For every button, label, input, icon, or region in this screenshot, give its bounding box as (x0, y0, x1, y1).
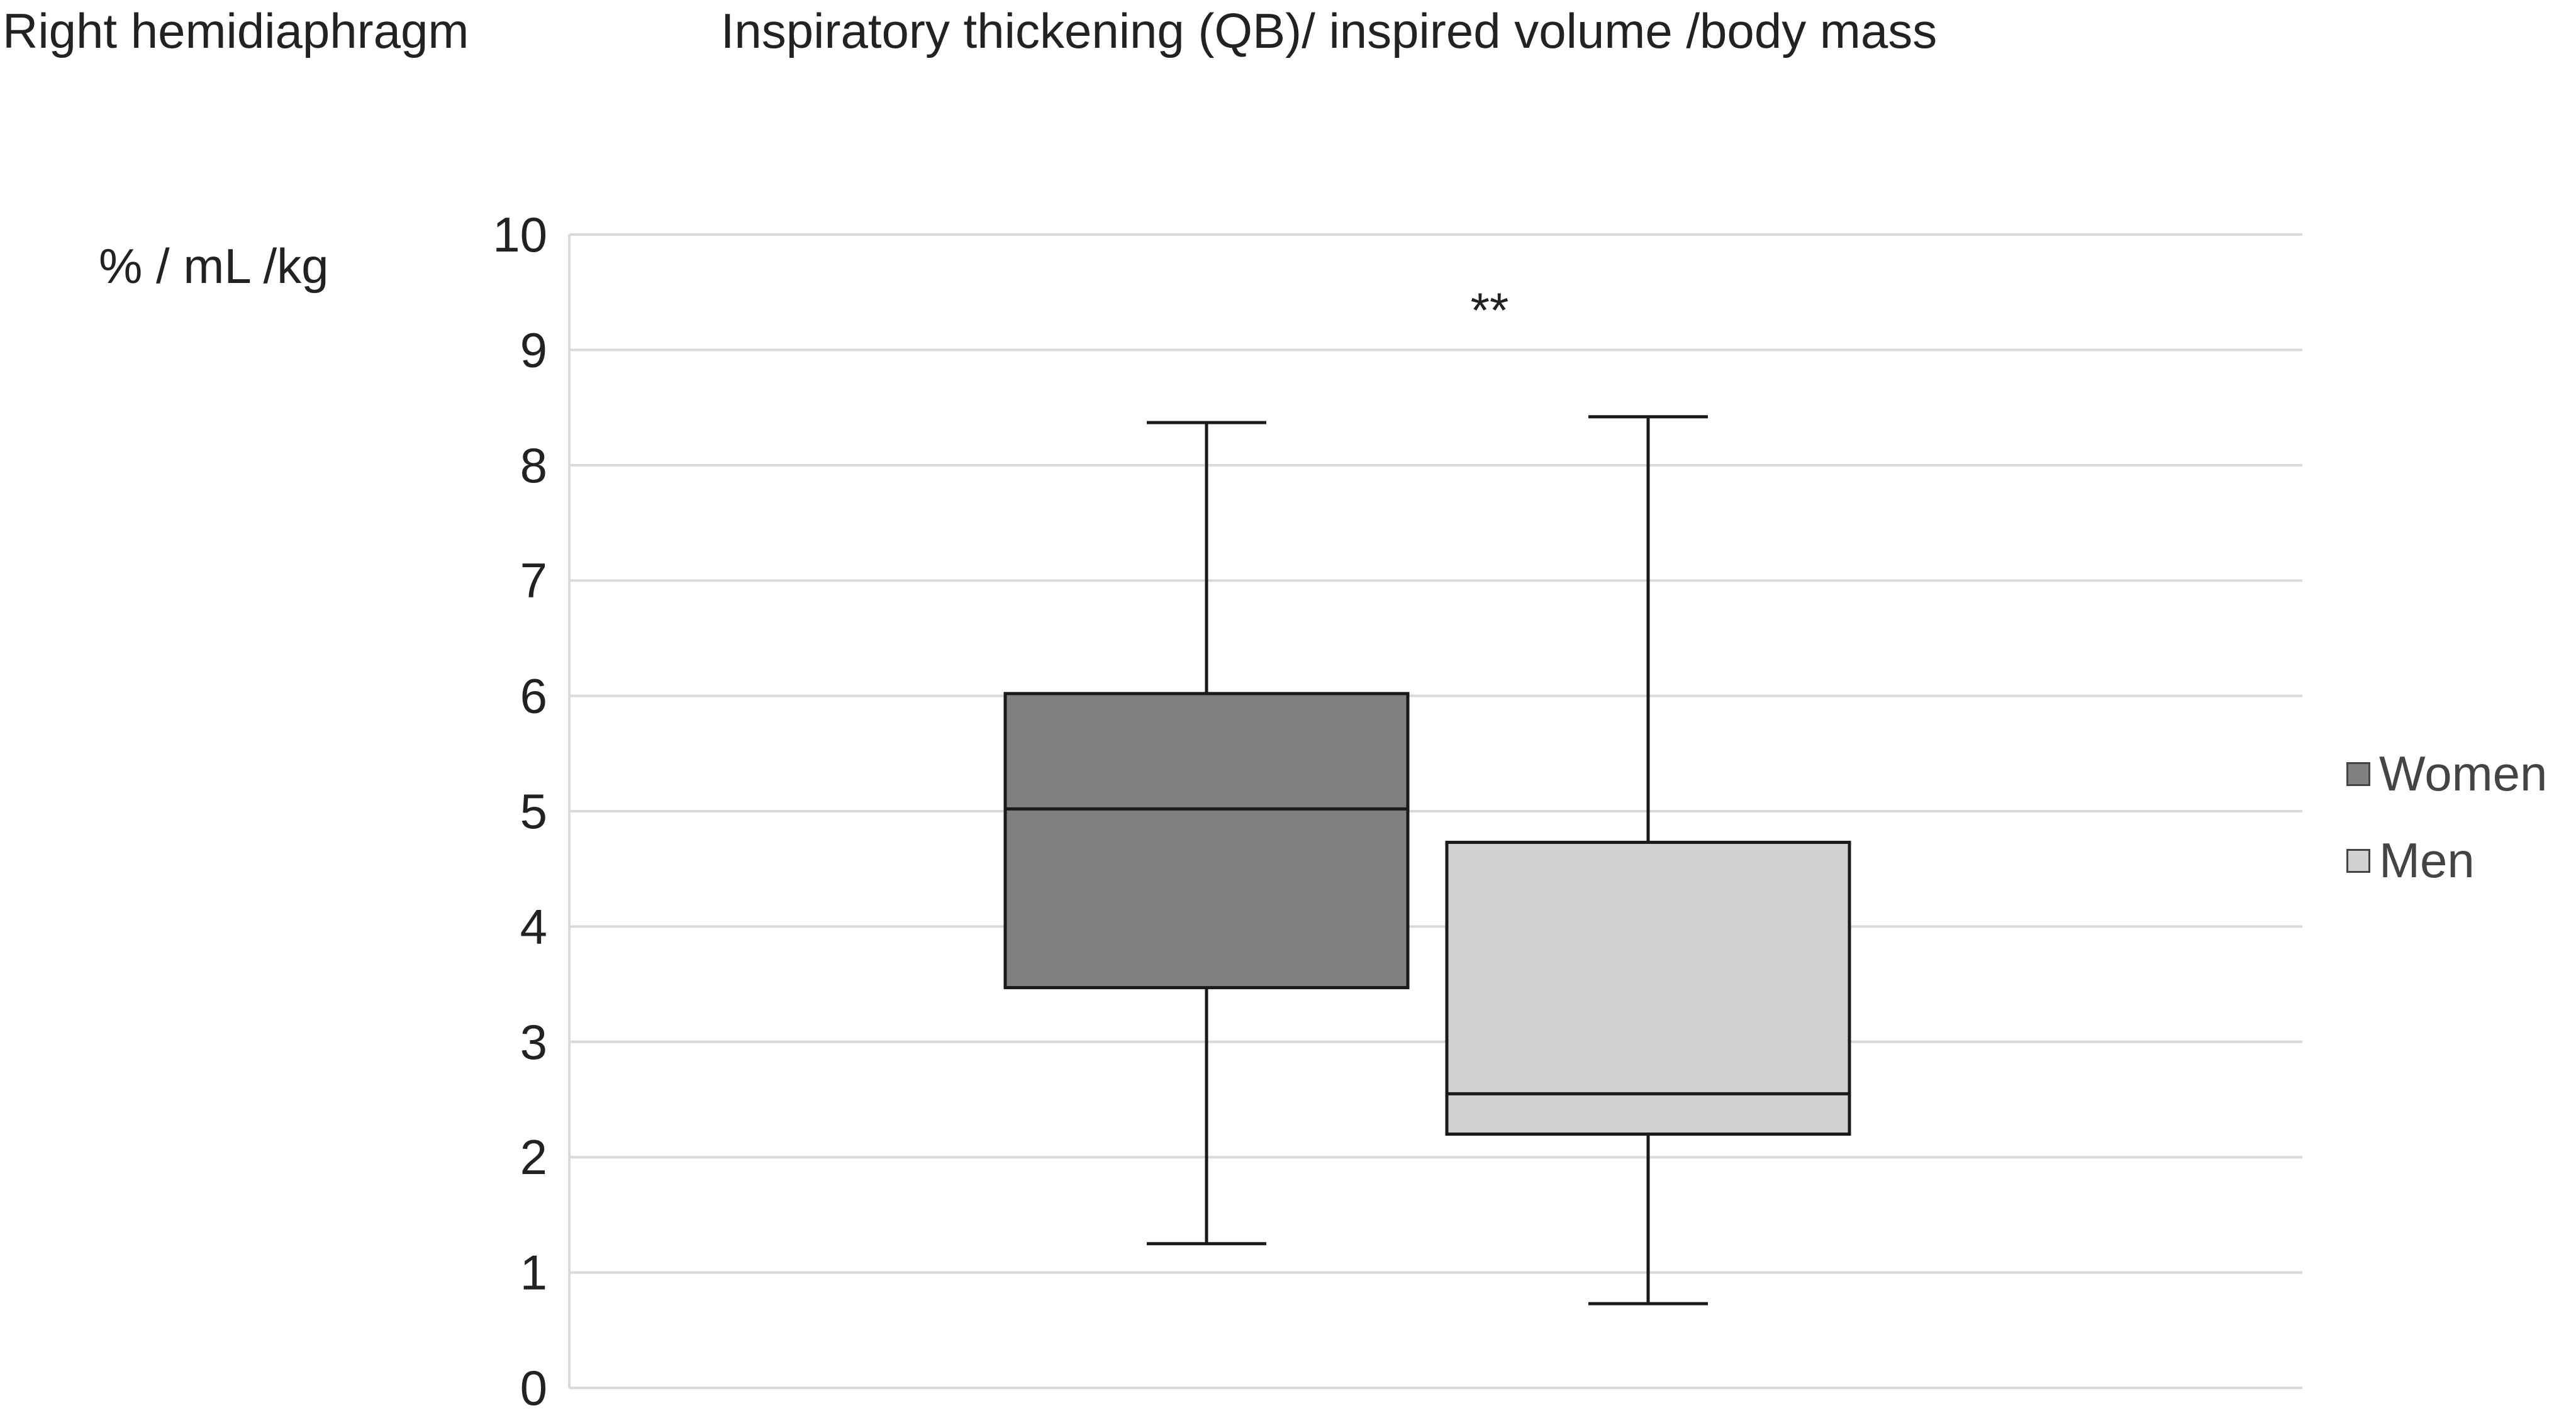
y-tick-label-1: 1 (520, 1245, 547, 1300)
y-tick-label-5: 5 (520, 784, 547, 839)
y-tick-label-10: 10 (493, 207, 547, 262)
legend-item-men: Men (2346, 832, 2475, 889)
legend-label-men: Men (2379, 833, 2475, 888)
legend-label-women: Women (2379, 746, 2548, 801)
y-tick-label-6: 6 (520, 668, 547, 724)
y-tick-label-0: 0 (520, 1360, 547, 1413)
y-axis-label: % / mL /kg (99, 238, 329, 294)
y-tick-label-4: 4 (520, 899, 547, 954)
box-men (1445, 841, 1851, 1136)
y-tick-label-9: 9 (520, 322, 547, 377)
corner-label: Right hemidiaphragm (3, 3, 469, 58)
legend-swatch-women (2346, 762, 2370, 786)
chart-title: Inspiratory thickening (QB)/ inspired vo… (720, 3, 1938, 58)
y-tick-label-3: 3 (520, 1014, 547, 1070)
y-tick-label-2: 2 (520, 1129, 547, 1185)
y-tick-label-7: 7 (520, 553, 547, 608)
y-tick-label-8: 8 (520, 438, 547, 493)
legend-item-women: Women (2346, 745, 2547, 802)
box-women (1003, 692, 1410, 990)
legend-swatch-men (2346, 848, 2370, 873)
significance-annotation: ** (1471, 282, 1509, 338)
